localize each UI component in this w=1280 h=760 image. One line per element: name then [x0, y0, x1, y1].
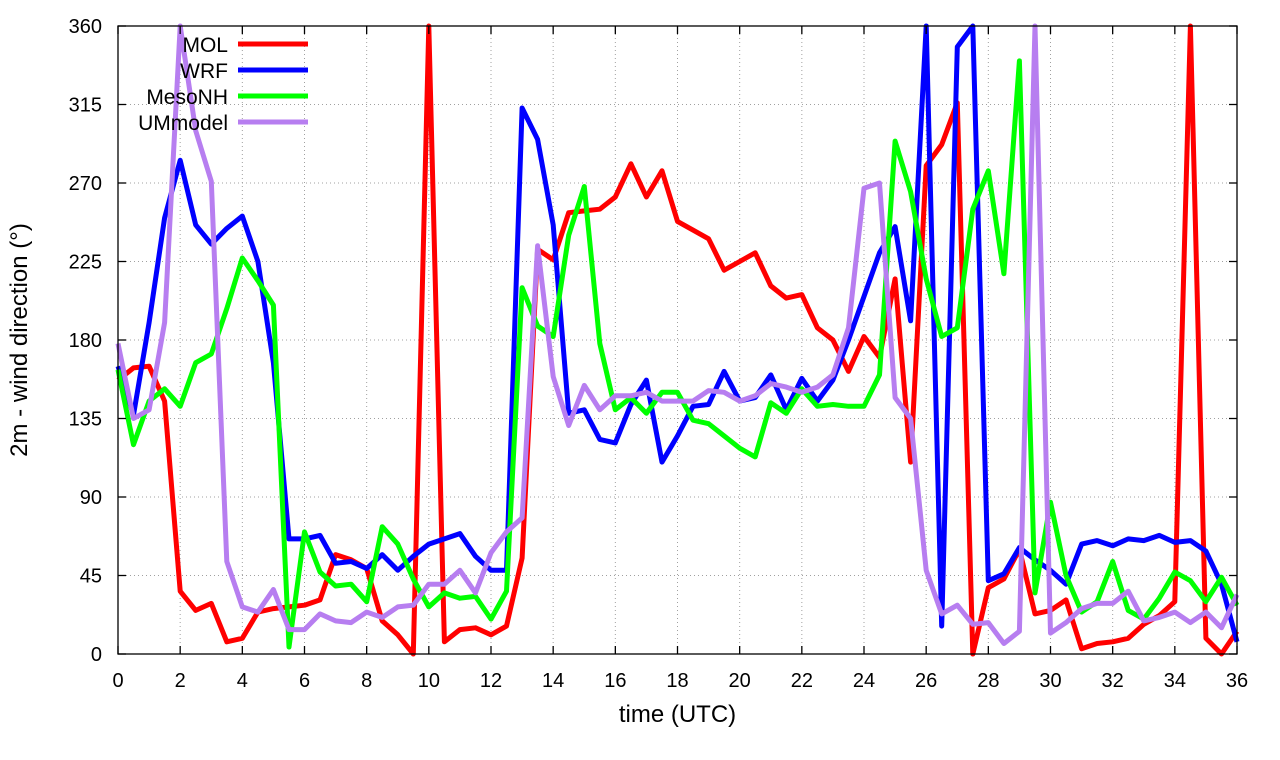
- y-axis-title: 2m - wind direction (°): [6, 223, 33, 457]
- axis-ticks: 0 2 4 6 8 10 12 14 16 18 20 22 24 26 28 30 32 34 360459013…: [69, 16, 1249, 692]
- x-tick-label: 4: [237, 670, 248, 692]
- legend-item-mesonh: MesoNH: [146, 86, 308, 109]
- legend-item-wrf: WRF: [180, 60, 308, 83]
- x-tick-label: 10: [418, 670, 440, 692]
- x-tick-label: 22: [791, 670, 813, 692]
- x-tick-label: 6: [299, 670, 310, 692]
- legend-item-ummodel: UMmodel: [138, 112, 308, 135]
- y-tick-label: 45: [80, 566, 102, 588]
- x-tick-label: 26: [915, 670, 937, 692]
- x-tick-label: 16: [604, 670, 626, 692]
- series-line-ummodel: [115, 23, 1240, 646]
- legend-label: MesoNH: [146, 86, 228, 109]
- y-tick-label: 90: [80, 487, 102, 509]
- legend: MOL WRF MesoNH UMmodel: [138, 34, 308, 135]
- x-axis-title: time (UTC): [619, 701, 736, 728]
- grid-lines: [118, 26, 1237, 654]
- x-tick-label: 34: [1164, 670, 1186, 692]
- x-tick-label: 8: [361, 670, 372, 692]
- legend-label: WRF: [180, 60, 228, 83]
- legend-label: UMmodel: [138, 112, 228, 135]
- y-tick-label: 360: [69, 16, 102, 38]
- x-tick-label: 2: [175, 670, 186, 692]
- y-tick-label: 225: [69, 252, 102, 274]
- data-series: [115, 23, 1240, 657]
- x-tick-label: 32: [1102, 670, 1124, 692]
- x-tick-label: 28: [977, 670, 999, 692]
- x-tick-label: 30: [1039, 670, 1061, 692]
- x-tick-label: 18: [666, 670, 688, 692]
- y-tick-label: 135: [69, 409, 102, 431]
- x-tick-label: 20: [729, 670, 751, 692]
- x-tick-label: 12: [480, 670, 502, 692]
- legend-label: MOL: [182, 34, 228, 57]
- x-tick-label: 14: [542, 670, 564, 692]
- x-tick-label: 24: [853, 670, 875, 692]
- x-tick-label: 0: [112, 670, 123, 692]
- series-line-mesonh: [115, 58, 1240, 650]
- y-tick-label: 0: [91, 644, 102, 666]
- y-tick-label: 180: [69, 330, 102, 352]
- x-tick-label: 36: [1226, 670, 1248, 692]
- y-tick-label: 270: [69, 173, 102, 195]
- legend-item-mol: MOL: [182, 34, 308, 57]
- y-tick-label: 315: [69, 95, 102, 117]
